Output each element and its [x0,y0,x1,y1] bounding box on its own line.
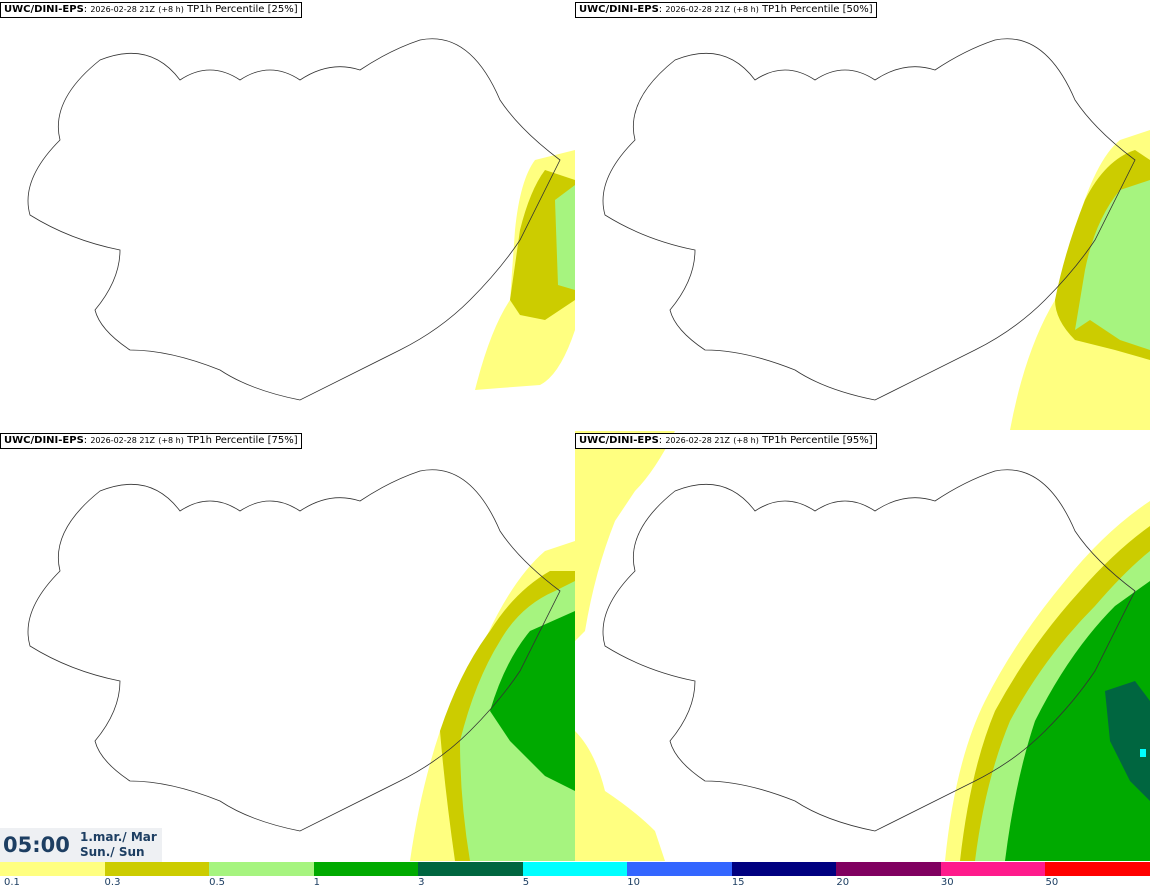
panel-title: UWC/DINI-EPS: 2026-02-28 21Z (+8 h) TP1h… [0,2,302,18]
legend-swatch [1045,862,1150,876]
legend-tick-label: 10 [627,877,640,888]
valid-time: 05:00 [3,833,70,857]
run-time: 2026-02-28 21Z [665,436,731,445]
legend-tick-labels: 0.1 0.3 0.5 1 3 5 10 15 20 30 50 [0,877,1150,891]
precip-map-p25 [27,38,575,401]
legend-swatch [522,862,628,876]
model-name: UWC/DINI-EPS [4,4,84,15]
valid-time-box: 05:00 1.mar./ Mar Sun./ Sun [0,828,162,862]
legend-tick-label: 0.3 [104,877,121,888]
lead-time: (+8 h) [733,5,759,14]
legend-tick-label: 3 [418,877,425,888]
map-panel-p75: UWC/DINI-EPS: 2026-02-28 21Z (+8 h) TP1h… [0,431,575,861]
valid-date: 1.mar./ Mar [80,830,157,844]
valid-weekday: Sun./ Sun [80,845,145,859]
model-name: UWC/DINI-EPS [579,435,659,446]
panel-title: UWC/DINI-EPS: 2026-02-28 21Z (+8 h) TP1h… [575,2,877,18]
panel-title: UWC/DINI-EPS: 2026-02-28 21Z (+8 h) TP1h… [575,433,877,449]
legend-swatch [209,862,314,876]
legend-tick-label: 20 [836,877,850,888]
map-panel-p95: UWC/DINI-EPS: 2026-02-28 21Z (+8 h) TP1h… [575,431,1150,861]
map-panel-p50: UWC/DINI-EPS: 2026-02-28 21Z (+8 h) TP1h… [575,0,1150,430]
lead-time: (+8 h) [158,436,184,445]
lead-time: (+8 h) [158,5,184,14]
legend-swatch [313,862,419,876]
legend-tick-label: 5 [522,877,530,888]
legend-swatch [731,862,837,876]
legend-tick-label: 1 [313,877,320,888]
legend-swatch [0,862,105,876]
precip-map-p95 [575,431,1150,861]
panel-title: UWC/DINI-EPS: 2026-02-28 21Z (+8 h) TP1h… [0,433,302,449]
parameter-label: TP1h Percentile [25%] [187,4,298,15]
legend-tick-label: 30 [940,877,954,888]
legend-swatch [940,862,1046,876]
legend-tick-label: 0.5 [209,877,225,888]
parameter-label: TP1h Percentile [75%] [187,435,298,446]
legend-swatch [104,862,210,876]
legend-swatch [836,862,941,876]
precip-map-p75 [27,469,575,861]
run-time: 2026-02-28 21Z [665,5,731,14]
lead-time: (+8 h) [733,436,759,445]
model-name: UWC/DINI-EPS [4,435,84,446]
run-time: 2026-02-28 21Z [90,436,156,445]
legend-tick-label: 15 [731,877,745,888]
precip-map-p50 [602,38,1150,430]
parameter-label: TP1h Percentile [50%] [762,4,873,15]
legend-swatch [418,862,523,876]
map-panel-p25: UWC/DINI-EPS: 2026-02-28 21Z (+8 h) TP1h… [0,0,575,430]
legend-tick-label: 50 [1045,877,1059,888]
model-name: UWC/DINI-EPS [579,4,659,15]
color-legend [0,862,1150,876]
run-time: 2026-02-28 21Z [90,5,156,14]
legend-swatch [627,862,732,876]
parameter-label: TP1h Percentile [95%] [762,435,873,446]
legend-tick-label: 0.1 [4,877,20,888]
